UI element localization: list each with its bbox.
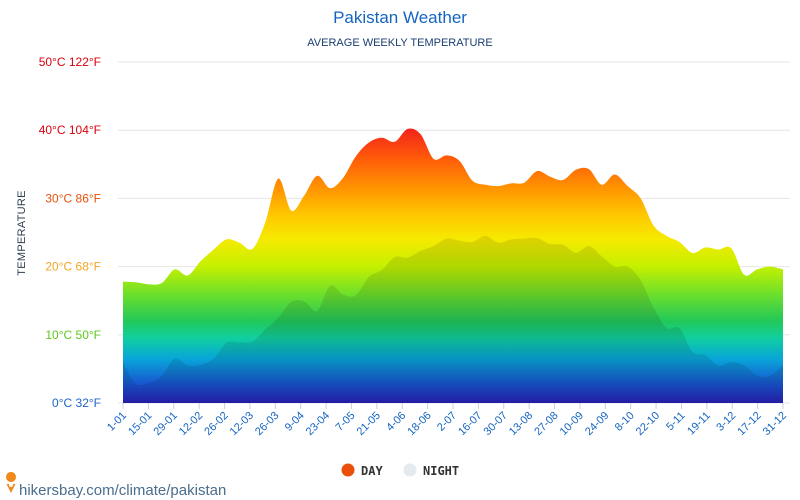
legend-night-marker bbox=[403, 463, 417, 477]
x-tick-label: 26-02 bbox=[202, 410, 230, 438]
y-tick-label: 40°C 104°F bbox=[39, 123, 101, 137]
x-tick-label: 21-05 bbox=[355, 410, 383, 438]
source-link[interactable]: hikersbay.com/climate/pakistan bbox=[6, 472, 226, 499]
x-tick-label: 5-11 bbox=[664, 410, 687, 433]
x-tick-label: 22-10 bbox=[634, 410, 662, 438]
x-tick-label: 19-11 bbox=[685, 410, 713, 438]
legend-day-marker bbox=[341, 463, 355, 477]
y-axis-label: TEMPERATURE bbox=[16, 190, 28, 276]
x-tick-label: 10-09 bbox=[558, 410, 586, 438]
night-area bbox=[123, 235, 783, 403]
x-tick-label: 24-09 bbox=[583, 410, 611, 438]
source-text: hikersbay.com/climate/pakistan bbox=[19, 482, 226, 499]
series-areas bbox=[123, 128, 783, 403]
x-tick-label: 15-01 bbox=[126, 410, 154, 438]
legend-item-night[interactable]: NIGHT bbox=[403, 463, 460, 479]
y-tick-label: 50°C 122°F bbox=[39, 55, 101, 69]
y-axis-ticks: 0°C 32°F 10°C 50°F 20°C 68°F 30°C 86°F 40°C … bbox=[39, 55, 101, 410]
legend: DAY NIGHT bbox=[341, 463, 460, 479]
y-tick-label: 0°C 32°F bbox=[52, 396, 101, 410]
y-tick-label: 30°C 86°F bbox=[45, 191, 101, 205]
chart-title: Pakistan Weather bbox=[333, 8, 467, 27]
chart-subtitle: AVERAGE WEEKLY TEMPERATURE bbox=[307, 37, 492, 49]
x-tick-label: 26-03 bbox=[253, 410, 281, 438]
map-pin-icon bbox=[6, 472, 17, 493]
legend-item-day[interactable]: DAY bbox=[341, 463, 384, 479]
legend-day-label: DAY bbox=[361, 464, 383, 478]
x-tick-label: 12-02 bbox=[177, 410, 205, 438]
x-tick-label: 16-07 bbox=[456, 410, 484, 438]
x-tick-label: 27-08 bbox=[532, 410, 560, 438]
x-tick-label: 13-08 bbox=[507, 410, 535, 438]
map-pin-dot bbox=[9, 483, 13, 487]
x-tick-label: 23-04 bbox=[304, 410, 332, 438]
x-tick-label: 30-07 bbox=[482, 410, 510, 438]
legend-night-label: NIGHT bbox=[423, 464, 459, 478]
x-tick-label: 17-12 bbox=[735, 410, 763, 438]
y-tick-label: 10°C 50°F bbox=[45, 328, 101, 342]
x-tick-label: 18-06 bbox=[405, 410, 433, 438]
y-tick-label: 20°C 68°F bbox=[45, 260, 101, 274]
x-tick-label: 29-01 bbox=[152, 410, 180, 438]
night-area-shade bbox=[123, 235, 783, 403]
x-tick-label: 31-12 bbox=[761, 410, 789, 438]
x-tick-label: 12-03 bbox=[228, 410, 256, 438]
